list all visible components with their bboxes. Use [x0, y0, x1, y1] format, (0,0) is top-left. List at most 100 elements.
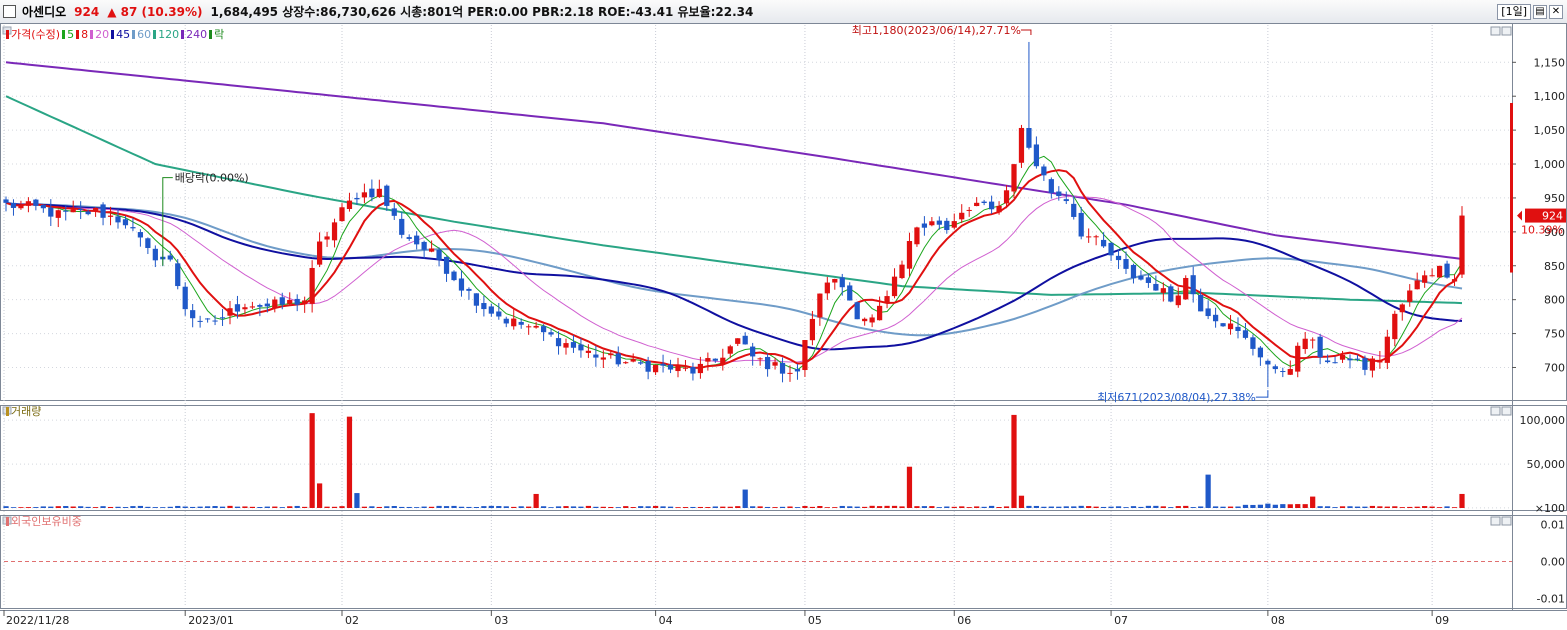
candle-body-93 [697, 363, 704, 374]
legend-item-4[interactable]: 45 [111, 28, 130, 41]
settings-icon[interactable]: ▤ [1533, 5, 1547, 19]
volume-bar-32 [242, 506, 248, 508]
volume-bar-168 [1257, 504, 1264, 508]
volume-bar-64 [481, 506, 487, 508]
candle-body-137 [1026, 127, 1032, 148]
candle-body-183 [1369, 358, 1376, 371]
candle-body-152 [1138, 275, 1144, 280]
candle-body-54 [406, 237, 412, 239]
candle-body-182 [1362, 358, 1368, 370]
volume-bar-15 [115, 506, 121, 508]
volume-bar-47 [354, 493, 360, 508]
volume-bar-96 [720, 506, 726, 508]
volume-bar-145 [1086, 506, 1092, 508]
volume-bar-192 [1436, 507, 1443, 508]
candle-body-147 [1100, 239, 1107, 247]
volume-bar-154 [1153, 505, 1159, 508]
candle-body-20 [152, 248, 158, 261]
candle-body-38 [287, 299, 293, 304]
candle-body-6 [48, 207, 54, 217]
candle-body-174 [1302, 338, 1308, 350]
volume-bar-132 [988, 505, 995, 508]
volume-bar-84 [630, 507, 636, 508]
candle-body-100 [750, 346, 756, 357]
stock-name[interactable]: 아센디오 [22, 5, 67, 19]
volume-bar-60 [451, 505, 457, 508]
candle-body-33 [249, 306, 256, 308]
volume-bar-184 [1377, 506, 1383, 508]
candle-body-51 [384, 185, 390, 206]
volume-bar-79 [593, 506, 599, 508]
legend-item-1[interactable]: 5 [62, 28, 74, 41]
volume-bar-31 [234, 506, 241, 508]
volume-bar-148 [1108, 506, 1114, 508]
volume-bar-12 [92, 507, 99, 508]
volume-bar-166 [1242, 504, 1249, 508]
candle-body-87 [652, 364, 659, 373]
volume-bar-110 [824, 507, 830, 508]
stock-chart[interactable]: 700 750 800 850 900 950 1,000 1,050 1,100 1,150 ×1… [0, 23, 1567, 630]
legend-item-5[interactable]: 60 [132, 28, 151, 41]
legend-item-0[interactable]: 가격(수정) [6, 26, 60, 42]
volume-bar-5 [40, 506, 46, 508]
legend-item-2[interactable]: 8 [76, 28, 88, 41]
volume-bar-176 [1317, 506, 1323, 508]
volume-bar-125 [936, 507, 942, 508]
candle-body-3 [25, 201, 32, 206]
price-tag-pointer [1517, 210, 1522, 221]
volume-bar-4 [33, 507, 39, 508]
volume-bar-167 [1250, 504, 1256, 508]
legend-item-8[interactable]: 락 [209, 26, 224, 42]
legend-item-6[interactable]: 120 [153, 28, 179, 41]
ma-line-120 [5, 95, 1463, 305]
period-button[interactable]: [1일] [1497, 4, 1531, 20]
volume-bar-107 [802, 505, 808, 508]
candle-body-24 [182, 286, 188, 310]
volume-bar-149 [1115, 506, 1122, 508]
candle-body-192 [1436, 265, 1443, 278]
candle-body-144 [1078, 212, 1084, 237]
volume-tick-label-1: 50,000 [1527, 458, 1566, 471]
volume-bar-121 [906, 466, 913, 508]
volume-bar-130 [974, 506, 980, 508]
candle-body-189 [1414, 280, 1420, 290]
select-checkbox[interactable] [3, 5, 16, 18]
volume-bar-193 [1444, 506, 1450, 508]
candle-body-164 [1227, 323, 1234, 330]
volume-bar-123 [921, 506, 928, 508]
candle-body-113 [847, 285, 853, 301]
legend-item-7[interactable]: 240 [181, 28, 207, 41]
candle-body-170 [1272, 366, 1278, 370]
candle-body-80 [600, 357, 606, 360]
ma-line-20 [5, 195, 1463, 363]
candle-body-169 [1265, 360, 1271, 365]
volume-bar-77 [578, 506, 584, 508]
candle-body-73 [548, 332, 554, 335]
legend-item-3[interactable]: 20 [90, 28, 109, 41]
price-tag-box [1525, 208, 1566, 223]
candle-body-151 [1130, 264, 1137, 279]
volume-bar-80 [600, 506, 606, 508]
candle-body-42 [316, 241, 323, 265]
volume-bar-143 [1071, 506, 1077, 508]
close-icon[interactable]: ✕ [1549, 5, 1563, 19]
candle-body-50 [376, 188, 382, 198]
candle-body-31 [234, 304, 241, 312]
chart-background [0, 23, 1567, 630]
candle-body-83 [623, 362, 629, 364]
price-change: ▲ 87 (10.39%) [107, 4, 203, 19]
volume-bar-52 [391, 506, 397, 508]
volume-bar-141 [1056, 506, 1062, 508]
candle-body-122 [914, 227, 920, 245]
candle-body-156 [1168, 286, 1174, 302]
candle-body-161 [1205, 308, 1211, 317]
candle-body-92 [690, 367, 696, 374]
range-indicator-bar [1510, 102, 1513, 273]
volume-bar-86 [645, 506, 651, 508]
volume-bar-172 [1287, 504, 1293, 508]
candle-body-160 [1198, 294, 1204, 312]
foreign-tick-label-0: 0.01 [1541, 518, 1566, 531]
volume-bar-9 [70, 506, 76, 508]
volume-bar-0 [3, 506, 9, 508]
candle-body-60 [451, 271, 457, 281]
